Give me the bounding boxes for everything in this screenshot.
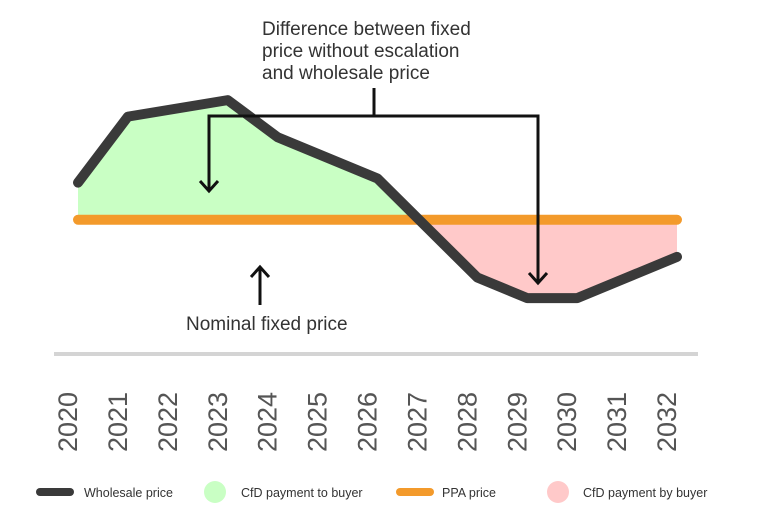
- x-tick-label-2022: 2022: [153, 392, 183, 452]
- annotation-bracket: [198, 88, 549, 305]
- x-tick-label-2024: 2024: [253, 392, 283, 452]
- x-tick-label-2031: 2031: [602, 392, 632, 452]
- series-line-wholesale-price: [73, 95, 682, 304]
- series-lines: [73, 95, 682, 304]
- difference-annotation: Difference between fixed price without e…: [262, 19, 476, 84]
- nominal-price-annotation: Nominal fixed price: [186, 314, 348, 335]
- legend-cfd-by-buyer-label: CfD payment by buyer: [583, 486, 707, 500]
- x-tick-label-2021: 2021: [103, 392, 133, 452]
- legend-cfd-by-buyer-swatch: [547, 481, 569, 503]
- x-tick-label-2026: 2026: [353, 392, 383, 452]
- legend-wholesale-label: Wholesale price: [84, 486, 173, 500]
- difference-annotation-line-1: Difference between fixed: [262, 19, 471, 40]
- x-tick-label-2028: 2028: [452, 392, 482, 452]
- x-tick-labels: 2020 2021 2022 2023 2024 2025 2026 2027 2028 2029…: [53, 392, 682, 452]
- x-tick-label-2027: 2027: [402, 392, 432, 452]
- legend-ppa-label: PPA price: [442, 486, 496, 500]
- difference-annotation-line-3: and wholesale price: [262, 63, 430, 84]
- x-tick-label-2020: 2020: [53, 392, 83, 452]
- x-tick-label-2025: 2025: [303, 392, 333, 452]
- x-tick-label-2029: 2029: [502, 392, 532, 452]
- area-cfd-payment-to-buyer: [78, 100, 420, 220]
- shaded-areas: [78, 100, 677, 299]
- legend: Wholesale price CfD payment to buyer PPA…: [36, 481, 707, 503]
- difference-annotation-line-2: price without escalation: [262, 41, 460, 62]
- x-tick-label-2030: 2030: [552, 392, 582, 452]
- legend-cfd-to-buyer-swatch: [204, 481, 226, 503]
- x-tick-label-2032: 2032: [652, 392, 682, 452]
- x-tick-label-2023: 2023: [203, 392, 233, 452]
- legend-cfd-to-buyer-label: CfD payment to buyer: [241, 486, 363, 500]
